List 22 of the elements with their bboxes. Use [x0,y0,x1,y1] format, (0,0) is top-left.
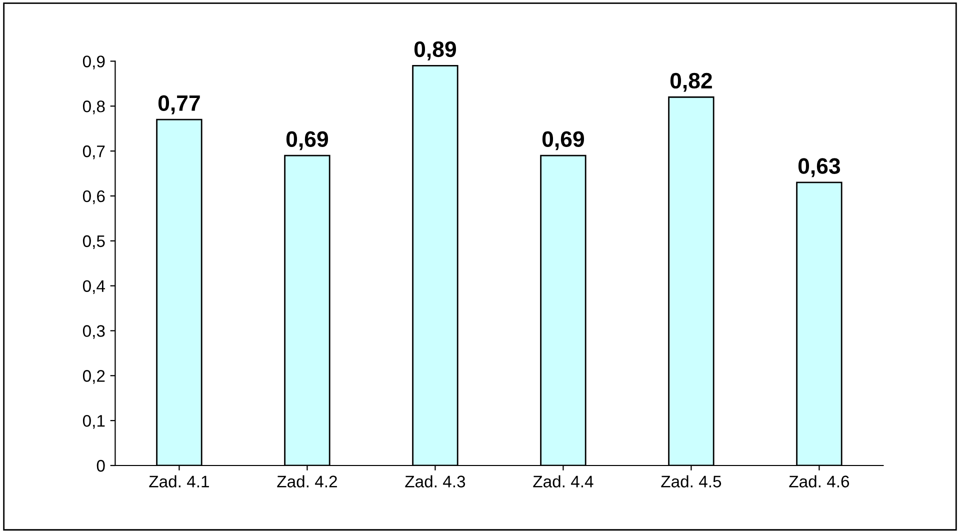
y-tick-label: 0,6 [82,190,105,204]
data-label: 0,69 [286,131,328,150]
y-tick-label: 0,2 [82,370,105,384]
data-label: 0,82 [670,72,712,92]
y-tick-label: 0,8 [82,100,105,114]
y-tick-label: 0,9 [82,56,105,70]
x-tick-label: Zad. 4.4 [533,475,594,488]
data-label: 0,69 [542,131,584,150]
y-tick-label: 0,7 [82,145,105,160]
y-tick-label: 0 [96,460,105,472]
y-tick-label: 0,1 [82,414,105,429]
data-label: 0,63 [798,158,840,178]
x-tick-label: Zad. 4.1 [149,475,209,488]
x-tick-label: Zad. 4.2 [277,475,337,488]
x-tick-label: Zad. 4.3 [405,475,466,488]
y-tick-label: 0,4 [82,280,105,294]
y-tick-label: 0,3 [82,325,105,339]
data-label: 0,89 [414,41,456,60]
y-tick-label: 0,5 [82,235,105,250]
data-label: 0,77 [158,95,200,114]
x-tick-label: Zad. 4.6 [789,475,850,488]
x-tick-label: Zad. 4.5 [661,475,722,488]
